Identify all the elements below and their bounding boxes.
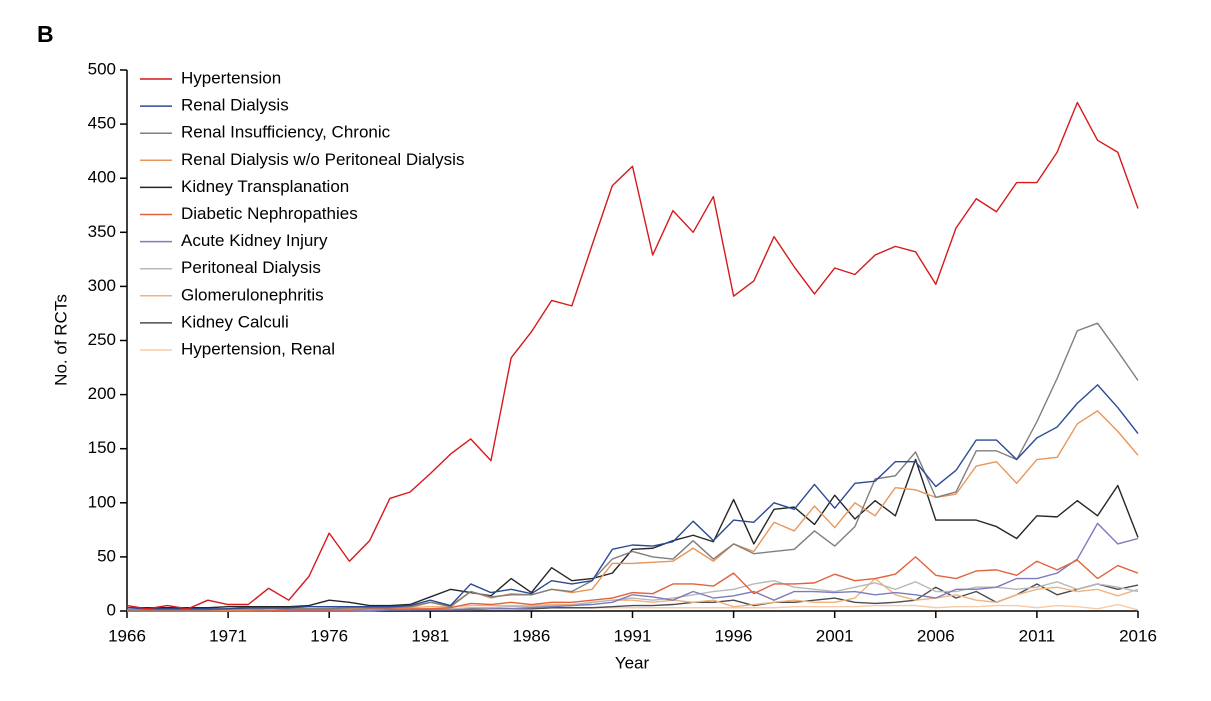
x-tick-label: 1996 (715, 626, 753, 645)
legend-label: Kidney Transplanation (181, 177, 349, 196)
x-tick-label: 1991 (614, 626, 652, 645)
x-tick-label: 2006 (917, 626, 955, 645)
y-tick-label: 0 (107, 600, 116, 619)
y-tick-label: 50 (97, 546, 116, 565)
x-axis-label: Year (615, 653, 650, 672)
legend-label: Renal Insufficiency, Chronic (181, 123, 391, 142)
series-line (127, 522, 1139, 612)
legend-label: Renal Dialysis (181, 96, 289, 115)
x-tick-label: 2001 (816, 626, 854, 645)
y-tick-label: 250 (88, 330, 116, 349)
legend-label: Peritoneal Dialysis (181, 258, 321, 277)
x-tick-label: 1986 (512, 626, 550, 645)
legend-label: Glomerulonephritis (181, 285, 324, 304)
panel-label: B (37, 21, 54, 47)
y-tick-label: 100 (88, 492, 116, 511)
series-line (126, 384, 1139, 610)
y-tick-label: 350 (88, 222, 116, 241)
x-tick-label: 1981 (411, 626, 449, 645)
legend-label: Kidney Calculi (181, 312, 289, 331)
y-axis-label: No. of RCTs (51, 294, 70, 386)
x-tick-label: 1966 (108, 626, 146, 645)
x-tick-label: 2011 (1019, 626, 1056, 645)
y-tick-label: 400 (88, 168, 116, 187)
series-line (127, 322, 1139, 611)
legend-label: Renal Dialysis w/o Peritoneal Dialysis (181, 150, 464, 169)
x-tick-label: 2016 (1119, 626, 1157, 645)
y-tick-label: 500 (88, 59, 116, 78)
legend-label: Hypertension, Renal (181, 339, 335, 358)
legend-label: Acute Kidney Injury (181, 231, 328, 250)
y-tick-label: 150 (88, 438, 116, 457)
y-tick-label: 200 (88, 384, 116, 403)
y-tick-label: 450 (88, 114, 116, 133)
series-line (126, 101, 1139, 610)
series-line (127, 556, 1139, 612)
legend-label: Hypertension (181, 68, 281, 87)
x-tick-label: 1971 (209, 626, 247, 645)
legend-label: Diabetic Nephropathies (181, 204, 358, 223)
y-tick-label: 300 (88, 276, 116, 295)
series-line (127, 458, 1139, 609)
x-tick-label: 1976 (310, 626, 348, 645)
